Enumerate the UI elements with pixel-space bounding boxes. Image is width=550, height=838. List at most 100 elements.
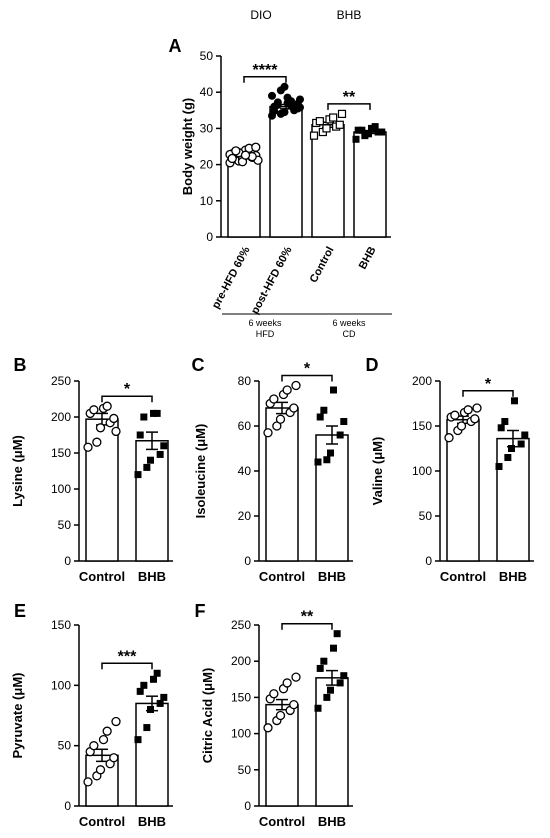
point-f-0-2 [275, 710, 286, 721]
point-a-1-17 [283, 93, 292, 102]
panel-letter-b: B [14, 355, 27, 375]
y-axis-label-f: Citric Acid (μM) [200, 668, 215, 764]
point-e-1-4 [160, 693, 168, 701]
point-e-1-1 [143, 724, 151, 732]
point-a-1-18 [287, 101, 296, 110]
y-tick-label-a-50: 50 [200, 49, 214, 63]
point-d-0-4 [470, 414, 480, 424]
y-tick-label-c-80: 80 [238, 374, 252, 388]
point-d-0-6 [450, 410, 460, 420]
point-c-1-0 [314, 458, 322, 466]
y-tick-label-d-150: 150 [412, 419, 432, 433]
panel-f: F 0 50 100 150 200 250 Citric Acid (μM) Control B… [195, 601, 353, 829]
point-b-0-9 [111, 426, 121, 437]
point-f-1-7 [330, 644, 337, 652]
point-b-1-7 [150, 409, 157, 417]
point-b-1-1 [143, 463, 151, 471]
sig-bracket-a-1 [327, 103, 371, 110]
point-c-0-6 [269, 394, 279, 404]
y-tick-label-e-100: 100 [51, 678, 71, 692]
sig-bracket-d-0 [462, 390, 514, 397]
point-e-0-9 [111, 716, 121, 727]
panel-d: D 0 50 100 150 200 Valine (μM) Control BHB * [366, 355, 534, 584]
x-category-label-c-1: BHB [318, 569, 346, 584]
point-a-1-19 [296, 103, 304, 112]
panel-letter-e: E [14, 601, 26, 621]
group-label-line2-a-1: CD [343, 329, 356, 339]
bar-d-1 [496, 437, 530, 562]
bar-a-1 [269, 105, 303, 238]
panel-e: E 0 50 100 150 Pyruvate (μM) Control BHB *** [10, 601, 173, 829]
point-c-0-0 [263, 428, 273, 438]
point-e-0-6 [89, 741, 99, 751]
point-c-1-6 [320, 406, 328, 414]
point-a-1-10 [268, 91, 276, 100]
sig-label-f-0: ** [301, 609, 314, 626]
y-tick-label-b-250: 250 [51, 374, 71, 388]
point-e-1-3 [156, 699, 164, 707]
panel-letter-a: A [169, 36, 182, 56]
sig-label-d-0: * [485, 376, 492, 393]
point-e-1-7 [150, 675, 157, 683]
y-tick-label-a-40: 40 [200, 85, 214, 99]
point-a-2-0 [309, 131, 319, 140]
y-tick-label-b-200: 200 [51, 410, 71, 424]
x-category-label-b-0: Control [79, 569, 125, 584]
point-b-0-2 [95, 423, 106, 433]
x-category-label-c-0: Control [259, 569, 305, 584]
point-a-3-6 [358, 126, 366, 134]
sig-label-e-0: *** [118, 648, 137, 665]
point-d-1-1 [504, 454, 512, 461]
x-category-label-b-1: BHB [138, 569, 166, 584]
point-a-2-2 [322, 124, 331, 133]
bar-a-2 [311, 124, 345, 238]
point-c-1-3 [336, 431, 344, 439]
y-tick-label-d-200: 200 [412, 374, 432, 388]
point-b-1-8 [153, 409, 161, 417]
point-e-1-8 [153, 669, 161, 677]
group-label-line1-a-1: 6 weeks [332, 318, 366, 328]
x-category-label-a-1: post-HFD 60% [249, 245, 295, 317]
point-c-1-1 [323, 456, 331, 464]
point-e-1-2 [147, 705, 154, 713]
point-f-1-1 [323, 693, 331, 701]
point-f-0-6 [269, 689, 279, 699]
y-tick-label-d-50: 50 [419, 509, 433, 523]
y-axis-label-e: Pyruvate (μM) [10, 673, 25, 759]
y-tick-label-f-100: 100 [231, 727, 251, 741]
point-a-3-1 [361, 132, 369, 140]
y-axis-label-d: Valine (μM) [370, 437, 385, 506]
point-c-1-5 [316, 413, 324, 421]
sig-bracket-b-0 [101, 395, 153, 403]
point-f-0-0 [263, 723, 273, 733]
x-category-label-f-0: Control [259, 814, 305, 829]
point-a-0-16 [231, 146, 241, 156]
x-category-label-e-1: BHB [138, 814, 166, 829]
point-c-1-7 [330, 386, 337, 394]
y-axis-label-a: Body weight (g) [180, 98, 195, 196]
point-c-0-2 [275, 414, 286, 424]
point-b-1-0 [134, 471, 142, 479]
point-d-0-0 [444, 433, 454, 443]
panel-b: B 0 50 100 150 200 250 Lysine (μM) Control BHB * [10, 355, 173, 584]
point-e-1-5 [136, 687, 144, 695]
point-f-0-9 [291, 672, 301, 682]
bar-f-0 [265, 703, 299, 807]
point-b-1-4 [160, 442, 168, 450]
point-d-0-8 [463, 405, 473, 415]
header-dio-label: DIO [250, 8, 271, 22]
y-tick-label-a-30: 30 [200, 121, 214, 135]
point-b-0-1 [92, 437, 102, 447]
sig-label-a-0: **** [253, 62, 279, 79]
point-a-1-2 [280, 108, 289, 117]
y-tick-label-a-0: 0 [206, 230, 213, 244]
point-e-0-0 [83, 777, 93, 787]
x-category-label-d-1: BHB [499, 569, 527, 584]
group-label-line2-a-0: HFD [256, 329, 275, 339]
chart-panels: A 0 10 20 30 40 50 Body weight (g) pre-HFD 60%po… [10, 36, 534, 829]
sig-bracket-e-0 [101, 662, 153, 670]
bar-f-1 [315, 677, 349, 807]
y-tick-label-d-100: 100 [412, 464, 432, 478]
x-category-label-a-3: BHB [357, 245, 379, 272]
